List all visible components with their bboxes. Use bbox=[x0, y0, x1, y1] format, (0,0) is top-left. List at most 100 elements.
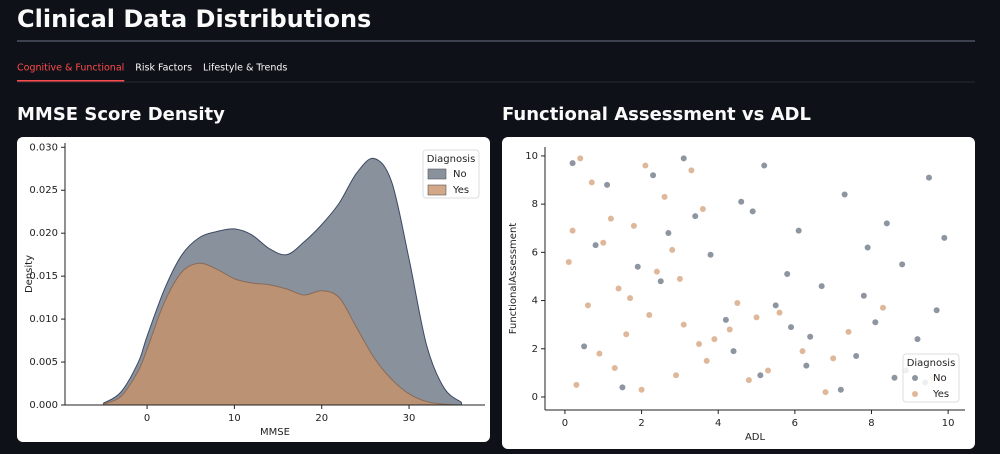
legend-swatch bbox=[912, 391, 918, 397]
scatter-point bbox=[899, 261, 906, 268]
x-tick-label: 30 bbox=[403, 413, 416, 424]
scatter-point bbox=[699, 205, 706, 212]
scatter-point bbox=[933, 307, 940, 314]
x-tick-label: 8 bbox=[868, 418, 874, 429]
scatter-point bbox=[914, 336, 921, 343]
y-axis-label: Density bbox=[24, 255, 35, 293]
x-tick-label: 10 bbox=[228, 413, 241, 424]
scatter-point bbox=[738, 198, 745, 205]
legend-label: Yes bbox=[932, 389, 949, 400]
chart-heading: Functional Assessment vs ADL bbox=[502, 104, 811, 125]
legend-label: Yes bbox=[452, 185, 469, 196]
scatter-point bbox=[749, 208, 756, 215]
scatter-point bbox=[703, 357, 710, 364]
legend-title: Diagnosis bbox=[907, 358, 956, 369]
scatter-point bbox=[776, 309, 783, 316]
y-tick-label: 0.025 bbox=[29, 185, 58, 196]
scatter-point bbox=[734, 299, 741, 306]
scatter-point bbox=[646, 312, 653, 319]
tab[interactable]: Lifestyle & Trends bbox=[203, 63, 287, 74]
scatter-point bbox=[584, 302, 591, 309]
tab-bar: Cognitive & Functional Risk Factors Lifest… bbox=[17, 63, 287, 82]
x-tick-label: 0 bbox=[144, 413, 150, 424]
chart-card bbox=[502, 137, 975, 449]
scatter-point bbox=[696, 340, 703, 347]
scatter-point bbox=[860, 292, 867, 299]
scatter-point bbox=[569, 160, 576, 167]
legend-swatch bbox=[912, 375, 918, 381]
scatter-point bbox=[784, 271, 791, 278]
scatter-point bbox=[615, 285, 622, 292]
x-tick-label: 6 bbox=[792, 418, 798, 429]
scatter-point bbox=[925, 174, 932, 181]
x-axis-label: ADL bbox=[745, 432, 766, 443]
scatter-point bbox=[638, 386, 645, 393]
scatter-chart: 0 2 4 6 8 10 0 2 4 6 8 10 ADL FunctionalAssessment Dia… bbox=[508, 147, 965, 443]
y-tick-label: 0 bbox=[532, 392, 538, 403]
legend-swatch bbox=[427, 168, 447, 180]
x-tick-label: 4 bbox=[715, 418, 721, 429]
scatter-point bbox=[795, 227, 802, 234]
scatter-point bbox=[753, 314, 760, 321]
scatter-point bbox=[569, 227, 576, 234]
scatter-point bbox=[803, 362, 810, 369]
scatter-point bbox=[581, 343, 588, 350]
scatter-point bbox=[711, 336, 718, 343]
legend-title: Diagnosis bbox=[427, 154, 476, 165]
scatter-point bbox=[657, 278, 664, 285]
scatter-point bbox=[661, 193, 668, 200]
scatter-point bbox=[807, 333, 814, 340]
scatter-point bbox=[665, 230, 672, 237]
scatter-point bbox=[653, 268, 660, 275]
legend-label: No bbox=[933, 373, 947, 384]
scatter-point bbox=[757, 372, 764, 379]
scatter-point bbox=[619, 384, 626, 391]
scatter-point bbox=[688, 167, 695, 174]
scatter-point bbox=[799, 348, 806, 355]
scatter-point bbox=[607, 215, 614, 222]
y-tick-label: 10 bbox=[525, 151, 538, 162]
scatter-point bbox=[676, 275, 683, 282]
scatter-point bbox=[726, 326, 733, 333]
scatter-point bbox=[765, 367, 772, 374]
tab[interactable]: Cognitive & Functional bbox=[17, 63, 124, 74]
scatter-point bbox=[650, 172, 657, 179]
y-tick-label: 0.005 bbox=[29, 357, 58, 368]
scatter-point bbox=[592, 242, 599, 249]
scatter-point bbox=[623, 331, 630, 338]
density-area bbox=[102, 262, 462, 406]
scatter-point bbox=[565, 258, 572, 265]
scatter-point bbox=[634, 263, 641, 270]
legend-label: No bbox=[453, 169, 467, 180]
density-chart: 0 10 20 30 0.000 0.005 0.010 0.015 0.020 0.025 0.0… bbox=[24, 142, 485, 438]
scatter-point bbox=[772, 302, 779, 309]
scatter-point bbox=[879, 304, 886, 311]
scatter-point bbox=[600, 239, 607, 246]
scatter-point bbox=[761, 162, 768, 169]
scatter-point bbox=[853, 353, 860, 360]
scatter-point bbox=[611, 365, 618, 372]
tab-underline bbox=[17, 80, 125, 82]
y-tick-label: 8 bbox=[532, 199, 538, 210]
scatter-point bbox=[673, 372, 680, 379]
scatter-point bbox=[692, 213, 699, 220]
scatter-point bbox=[745, 377, 752, 384]
y-tick-label: 0.000 bbox=[29, 400, 58, 411]
tab[interactable]: Risk Factors bbox=[135, 63, 192, 74]
x-tick-label: 0 bbox=[562, 418, 568, 429]
scatter-point bbox=[577, 155, 584, 162]
y-tick-label: 2 bbox=[532, 344, 538, 355]
scatter-point bbox=[891, 374, 898, 381]
chart-heading: MMSE Score Density bbox=[17, 104, 225, 125]
y-tick-label: 0.015 bbox=[29, 271, 58, 282]
scatter-point bbox=[588, 179, 595, 186]
page-title: Clinical Data Distributions bbox=[17, 5, 371, 33]
y-tick-label: 0.030 bbox=[29, 142, 58, 153]
y-tick-label: 4 bbox=[532, 296, 538, 307]
scatter-point bbox=[837, 386, 844, 393]
scatter-point bbox=[707, 251, 714, 258]
scatter-point bbox=[642, 162, 649, 169]
scatter-point bbox=[788, 324, 795, 331]
scatter-point bbox=[864, 244, 871, 251]
